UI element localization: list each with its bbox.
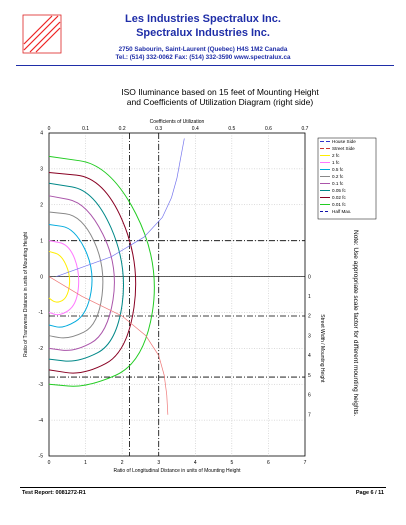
legend-label: 0.5 fc (332, 167, 344, 172)
x-tick-label: 1 (84, 460, 87, 466)
top-tick-label: 0.3 (155, 126, 162, 132)
legend-box (317, 137, 377, 220)
y-tick-label: -3 (39, 382, 44, 388)
y-tick-label: 2 (40, 202, 43, 208)
right-tick-label: 3 (308, 333, 311, 339)
top-tick-label: 0.5 (228, 126, 235, 132)
right-tick-label: 1 (308, 294, 311, 300)
x-tick-label: 3 (157, 460, 160, 466)
report-number: Test Report: 0081272-R1 (22, 490, 86, 496)
x-tick-label: 7 (304, 460, 307, 466)
legend-label: 0.1 fc (332, 181, 344, 186)
iso-curve-0-02-fc (48, 171, 137, 374)
x-tick-label: 2 (121, 460, 124, 466)
legend-label: 0.05 fc (332, 188, 346, 193)
right-tick-label: 4 (308, 353, 311, 359)
legend-label: 0.2 fc (332, 174, 344, 179)
cu-house-side-curve (56, 138, 185, 277)
company-address: 2750 Sabourin, Saint-Laurent (Quebec) H4… (118, 46, 288, 53)
legend-label: House Side (332, 139, 356, 144)
iso-curve-0-05-fc (48, 182, 124, 362)
header-separator (16, 65, 394, 66)
right-tick-label: 7 (308, 412, 311, 418)
page-number: Page 6 / 11 (355, 490, 384, 496)
right-tick-label: 0 (308, 274, 311, 280)
top-tick-label: 0.2 (119, 126, 126, 132)
company-logo (22, 14, 62, 54)
y-tick-label: 4 (40, 131, 43, 137)
y-tick-label: -1 (39, 310, 44, 316)
iso-curve-2-fc (48, 250, 71, 303)
right-tick-label: 6 (308, 393, 311, 399)
top-tick-label: 0.6 (265, 126, 272, 132)
right-tick-label: 5 (308, 373, 311, 379)
y-tick-label: 0 (40, 274, 43, 280)
legend-label: 0.01 fc (332, 202, 346, 207)
top-tick-label: 0 (48, 126, 51, 132)
company-name-en: Spectralux Industries Inc. (136, 27, 270, 39)
top-axis-label: Coefficients of Utilization (150, 119, 205, 125)
y-axis-label: Ratio of Transverse Distance in units of… (23, 232, 29, 357)
company-contact: Tel.: (514) 332-0062 Fax: (514) 332-3590… (115, 54, 291, 61)
top-tick-label: 0.1 (82, 126, 89, 132)
y-tick-label: 1 (40, 238, 43, 244)
iso-curve-1-fc (48, 240, 80, 316)
legend-label: Street Side (332, 146, 355, 151)
y-tick-label: 3 (40, 167, 43, 173)
footer-separator (20, 487, 386, 488)
top-tick-label: 0.7 (302, 126, 309, 132)
x-axis-label: Ratio of Longitudinal Distance in units … (113, 468, 241, 474)
iso-curve-0-2-fc (48, 211, 104, 339)
x-tick-label: 0 (48, 460, 51, 466)
scale-note: Note: Use appropriate scale factor for d… (352, 230, 359, 417)
y-tick-label: -4 (39, 418, 44, 424)
chart-subtitle: and Coefficients of Utilization Diagram … (126, 97, 314, 107)
x-tick-label: 4 (194, 460, 197, 466)
iso-curve-0-01-fc (48, 155, 155, 387)
top-tick-label: 0.4 (192, 126, 199, 132)
company-name-fr: Les Industries Spectralux Inc. (125, 13, 281, 25)
legend-label: 1 fc (332, 160, 340, 165)
plot-frame (48, 132, 306, 457)
iso-curve-0-5-fc (48, 224, 93, 328)
y-tick-label: -5 (39, 454, 44, 460)
legend-label: Half Max. (332, 209, 351, 214)
iso-curve-0-1-fc (48, 195, 115, 351)
right-tick-label: 2 (308, 314, 311, 320)
right-axis-label: Street Width / Mounting Height (319, 314, 325, 383)
y-tick-label: -2 (39, 346, 44, 352)
x-tick-label: 5 (230, 460, 233, 466)
legend-label: 0.02 fc (332, 195, 346, 200)
legend-label: 2 fc (332, 153, 340, 158)
chart-title: ISO Iluminance based on 15 feet of Mount… (121, 87, 319, 97)
cu-street-side-curve (48, 276, 169, 415)
x-tick-label: 6 (267, 460, 270, 466)
